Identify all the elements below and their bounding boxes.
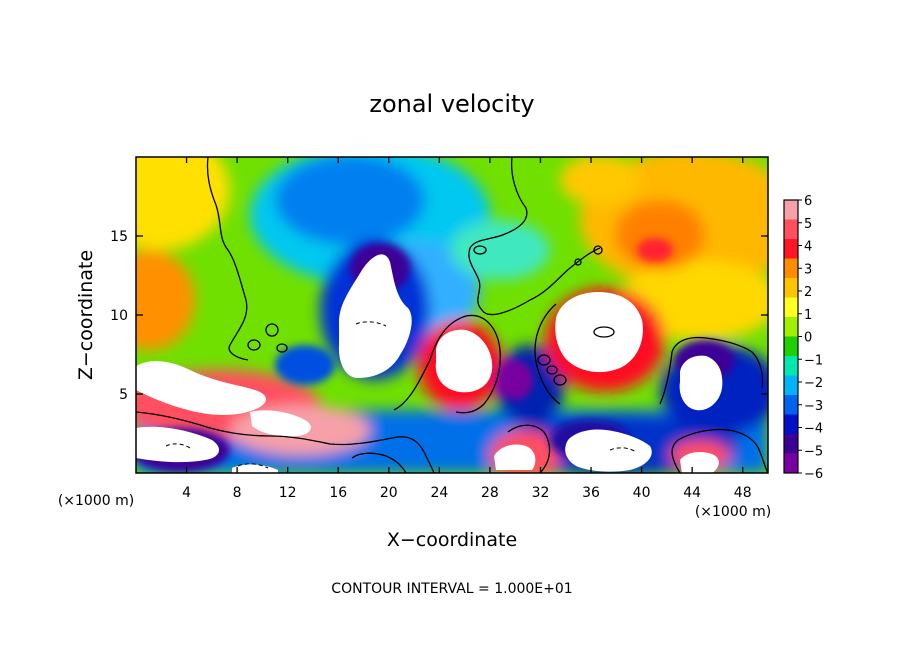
- colorbar-label: 2: [804, 285, 812, 300]
- colorbar-label: 0: [804, 331, 812, 346]
- colorbar-label: 5: [804, 217, 812, 232]
- x-tick-label: 40: [633, 485, 651, 501]
- colorbar-label: 6: [804, 194, 812, 209]
- colorbar-swatch: [784, 395, 798, 415]
- colorbar-label: −1: [804, 353, 823, 368]
- y-tick-label: 5: [119, 387, 128, 403]
- y-axis-label: Z−coordinate: [75, 250, 97, 380]
- x-axis-unit-label: (×1000 m): [58, 493, 134, 509]
- colorbar-swatch: [784, 317, 798, 337]
- colorbar-label: 4: [804, 240, 812, 255]
- x-tick-label: 24: [430, 485, 448, 501]
- negative-contours: [165, 321, 637, 469]
- colorbar-swatch: [784, 239, 798, 259]
- colorbar-label: −3: [804, 399, 823, 414]
- colorbar-swatch: [784, 434, 798, 454]
- colorbar-swatch: [784, 200, 798, 220]
- colorbar-label: −2: [804, 376, 823, 391]
- x-tick-label: 4: [182, 485, 191, 501]
- x-axis-label: X−coordinate: [387, 529, 517, 551]
- x-tick-label: 28: [481, 485, 499, 501]
- colorbar-swatch: [784, 278, 798, 298]
- colorbar-label: 1: [804, 308, 812, 323]
- x-tick-label: 16: [329, 485, 347, 501]
- colorbar-swatch: [784, 375, 798, 396]
- x-tick-label: 20: [380, 485, 398, 501]
- colorbar-swatch: [784, 336, 798, 357]
- contour-interval-note: CONTOUR INTERVAL = 1.000E+01: [331, 581, 572, 597]
- colorbar-swatch: [784, 219, 798, 240]
- y-tick-label: 10: [110, 308, 128, 324]
- y-axis: 5 10 15: [110, 229, 768, 403]
- contour-lines: [136, 157, 768, 473]
- colorbar-label: 3: [804, 262, 812, 277]
- colorbar-label: −5: [804, 444, 823, 459]
- colorbar: 6 5 4 3 2 1 0 −1 −2 −3 −4 −5 −6: [783, 194, 823, 482]
- x-tick-label: 48: [734, 485, 752, 501]
- x-tick-label: 44: [683, 485, 701, 501]
- y-tick-label: 15: [110, 229, 128, 245]
- x-tick-label: 12: [279, 485, 297, 501]
- saturated-regions: [136, 254, 723, 473]
- x-tick-label: 32: [532, 485, 550, 501]
- chart-title: zonal velocity: [369, 90, 534, 118]
- colorbar-swatch: [784, 258, 798, 279]
- colorbar-swatch: [784, 356, 798, 376]
- colorbar-label: −4: [804, 422, 823, 437]
- x-tick-label: 8: [233, 485, 242, 501]
- colorbar-label: −6: [804, 467, 823, 482]
- colorbar-swatch: [784, 414, 798, 435]
- colorbar-swatch: [784, 453, 798, 474]
- x-axis: 4 8 12 16 20 24 28 32 36 40 44 48: [182, 157, 752, 501]
- colorbar-swatch: [784, 297, 798, 318]
- z-axis-unit-label: (×1000 m): [695, 504, 771, 520]
- x-tick-label: 36: [582, 485, 600, 501]
- plot-area: [136, 157, 768, 473]
